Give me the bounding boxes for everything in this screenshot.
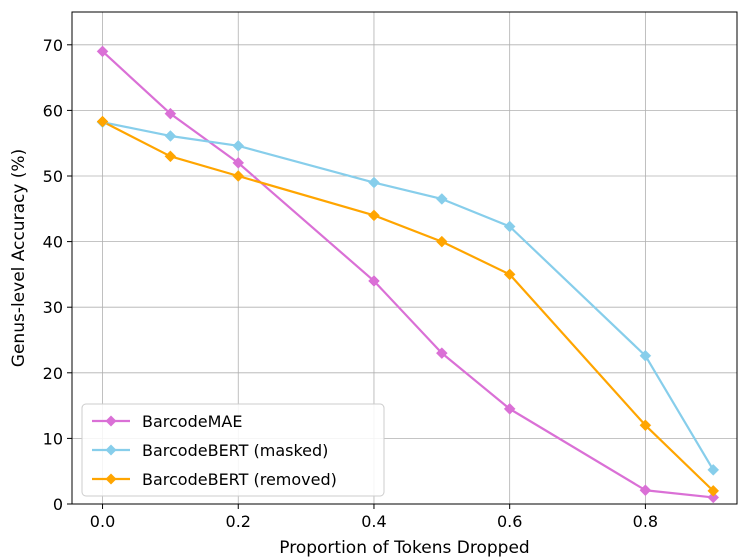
data-point-barcodebert-masked <box>232 139 245 152</box>
x-tick-label: 0.2 <box>226 512 251 531</box>
data-point-barcodebert-masked <box>639 349 652 362</box>
series-markers <box>96 45 720 504</box>
data-point-barcodebert-removed <box>164 150 177 163</box>
data-point-barcodemae <box>435 347 448 359</box>
x-tick-label: 0.4 <box>361 512 386 531</box>
data-point-barcodebert-masked <box>707 464 720 476</box>
legend-label: BarcodeMAE <box>142 412 242 431</box>
data-point-barcodebert-removed <box>707 485 720 497</box>
data-point-barcodemae <box>164 107 177 120</box>
data-point-barcodebert-removed <box>96 115 109 128</box>
data-point-barcodebert-removed <box>368 209 380 222</box>
data-point-barcodebert-removed <box>435 235 448 248</box>
data-point-barcodemae <box>639 484 652 497</box>
series-line-barcodemae <box>101 50 714 499</box>
data-point-barcodebert-masked <box>164 130 177 142</box>
legend: BarcodeMAE BarcodeBERT (masked) BarcodeBER… <box>81 403 385 497</box>
y-axis-ticks: 0 10 20 30 40 50 60 70 <box>43 36 72 514</box>
x-tick-label: 0.8 <box>633 512 658 531</box>
legend-marker <box>105 473 117 485</box>
series-lines <box>101 50 715 499</box>
series-line-barcodebert-removed <box>102 120 715 492</box>
y-tick-label: 60 <box>43 101 63 120</box>
legend-entry-barcodemae: BarcodeMAE <box>92 412 242 431</box>
data-point-barcodemae <box>707 491 720 504</box>
series-line-barcodebert-masked <box>102 121 715 471</box>
data-point-barcodemae <box>96 45 109 58</box>
data-point-barcodebert-masked <box>503 220 516 233</box>
data-point-barcodebert-masked <box>368 176 380 189</box>
data-point-barcodemae <box>368 275 380 287</box>
legend-marker <box>105 415 117 427</box>
x-axis-ticks: 0.0 0.2 0.4 0.6 0.8 <box>90 504 658 531</box>
data-point-barcodebert-masked <box>435 193 448 205</box>
y-tick-label: 30 <box>43 298 63 317</box>
y-tick-label: 10 <box>43 429 63 448</box>
data-point-barcodebert-removed <box>503 268 516 281</box>
y-tick-label: 70 <box>43 36 63 55</box>
data-point-barcodemae <box>503 403 516 415</box>
x-axis-label: Proportion of Tokens Dropped <box>279 538 529 558</box>
legend-entry-barcodebert-removed: BarcodeBERT (removed) <box>92 470 337 489</box>
legend-box <box>81 403 385 497</box>
x-tick-label: 0.6 <box>497 512 522 531</box>
legend-label: BarcodeBERT (removed) <box>142 470 337 489</box>
y-tick-label: 50 <box>43 167 63 186</box>
data-point-barcodemae <box>232 157 245 169</box>
legend-marker <box>105 444 117 456</box>
y-tick-label: 0 <box>53 495 63 514</box>
plot-frame <box>71 11 738 505</box>
y-tick-label: 20 <box>43 364 63 383</box>
data-point-barcodebert-removed <box>639 419 652 432</box>
x-tick-label: 0.0 <box>90 512 115 531</box>
legend-entry-barcodebert-masked: BarcodeBERT (masked) <box>92 441 328 460</box>
y-axis-label: Genus-level Accuracy (%) <box>9 149 29 367</box>
legend-label: BarcodeBERT (masked) <box>142 441 328 460</box>
y-tick-label: 40 <box>43 233 63 252</box>
data-point-barcodebert-removed <box>232 170 245 182</box>
